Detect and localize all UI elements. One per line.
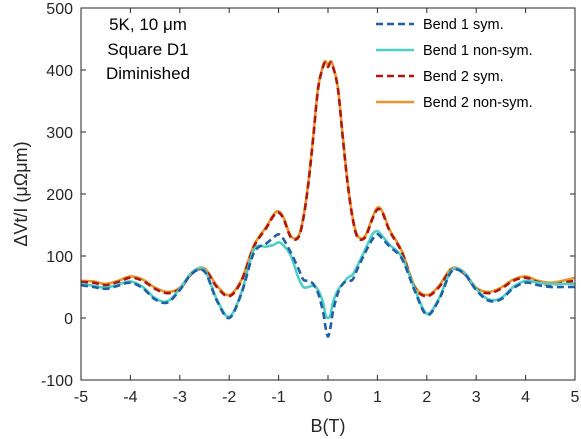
y-tick-label: 0 bbox=[64, 311, 73, 328]
series-layer bbox=[80, 60, 576, 338]
y-tick-label: 200 bbox=[46, 187, 73, 204]
x-tick-label: -4 bbox=[123, 389, 137, 406]
y-axis-label: ΔVt/I (μΩμm) bbox=[11, 141, 31, 246]
x-tick-label: 1 bbox=[373, 389, 382, 406]
annotation-line-2: Square D1 bbox=[107, 40, 188, 59]
y-tick-label: 300 bbox=[46, 125, 73, 142]
y-tick-label: 100 bbox=[46, 249, 73, 266]
x-tick-label: 5 bbox=[571, 389, 580, 406]
y-tick-label: -100 bbox=[41, 373, 73, 390]
x-axis-label: B(T) bbox=[311, 416, 346, 436]
ticks-layer: -5 -4 -3 -2 -1 0 1 2 3 4 5 -100 0 100 200 300 400 500 bbox=[41, 1, 580, 406]
legend-label-bend-2-non-sym: Bend 2 non-sym. bbox=[423, 95, 533, 111]
legend: Bend 1 sym. Bend 1 non-sym. Bend 2 sym. … bbox=[376, 17, 533, 111]
y-tick-label: 500 bbox=[46, 1, 73, 18]
x-tick-label: 2 bbox=[422, 389, 431, 406]
annotation-block: 5K, 10 μm Square D1 Diminished bbox=[106, 15, 190, 83]
x-tick-label: -5 bbox=[74, 389, 88, 406]
legend-label-bend-1-sym: Bend 1 sym. bbox=[423, 17, 504, 33]
legend-label-bend-2-sym: Bend 2 sym. bbox=[423, 69, 504, 85]
x-tick-label: -2 bbox=[222, 389, 236, 406]
x-tick-label: 4 bbox=[521, 389, 530, 406]
series-line-bend-1-sym bbox=[80, 232, 575, 338]
x-tick-label: 3 bbox=[472, 389, 481, 406]
annotation-line-1: 5K, 10 μm bbox=[109, 15, 187, 34]
x-tick-label: -1 bbox=[271, 389, 285, 406]
y-tick-label: 400 bbox=[46, 63, 73, 80]
x-tick-label: 0 bbox=[324, 389, 333, 406]
legend-label-bend-1-non-sym: Bend 1 non-sym. bbox=[423, 43, 533, 59]
annotation-line-3: Diminished bbox=[106, 64, 190, 83]
x-tick-label: -3 bbox=[173, 389, 187, 406]
